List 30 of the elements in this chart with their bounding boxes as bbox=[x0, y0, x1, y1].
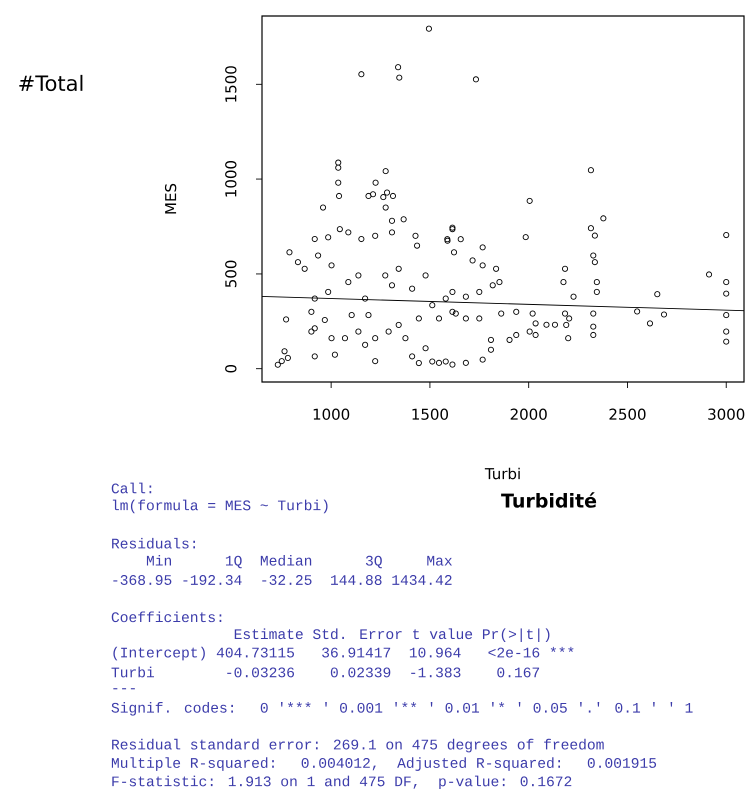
text: Turbi -0.03236 0.02339 -1.383 0.167 bbox=[112, 666, 540, 678]
text: ' 0.05 '.' 0.1 ' ' 1 bbox=[518, 702, 693, 713]
text: Multiple R-squared: 0.004012, Adjusted R-squared: 0.001915 bbox=[112, 757, 656, 771]
text: Residual standard error: 269.1 on 475 degrees of freedom bbox=[112, 738, 604, 752]
x-tick-label: 2500 bbox=[609, 408, 646, 420]
text: Estimate Std. Error t value Pr(>|t|) bbox=[234, 628, 550, 642]
y-axis-title: MES bbox=[164, 184, 176, 214]
text: F-statistic: 1.913 on 1 and 475 DF, p-value: 0.1672 bbox=[112, 776, 572, 789]
text: --- bbox=[113, 688, 135, 690]
text: Call: bbox=[112, 482, 152, 494]
text: Signif. codes: 0 '*** bbox=[112, 702, 311, 716]
x-axis-title: Turbi bbox=[484, 468, 520, 480]
y-tick-label: 500 bbox=[225, 260, 236, 288]
text: #Total bbox=[19, 74, 82, 92]
x-tick-label: 2000 bbox=[510, 408, 547, 420]
y-tick-label: 0 bbox=[225, 364, 236, 373]
text: Residuals: bbox=[112, 538, 196, 549]
text: -368.95 -192.34 -32.25 144.88 1434.42 bbox=[113, 575, 452, 585]
x-tick-label: 1000 bbox=[314, 408, 350, 420]
text: ' 0.001 '** bbox=[325, 702, 416, 713]
y-tick-label: 1500 bbox=[225, 66, 236, 102]
text: (Intercept) 404.73115 36.91417 10.964 <2e-16 *** bbox=[113, 646, 574, 660]
text: ' 0.01 '* bbox=[430, 702, 504, 713]
text: Min 1Q Median 3Q Max bbox=[146, 554, 452, 568]
y-tick-label: 1000 bbox=[225, 161, 236, 197]
x-tick-label: 3000 bbox=[708, 408, 744, 420]
x-tick-label: 1500 bbox=[412, 408, 448, 420]
text: Coefficients: bbox=[112, 611, 222, 622]
text: lm(formula = MES ~ Turbi) bbox=[112, 500, 328, 514]
text: Turbidité bbox=[501, 492, 596, 508]
